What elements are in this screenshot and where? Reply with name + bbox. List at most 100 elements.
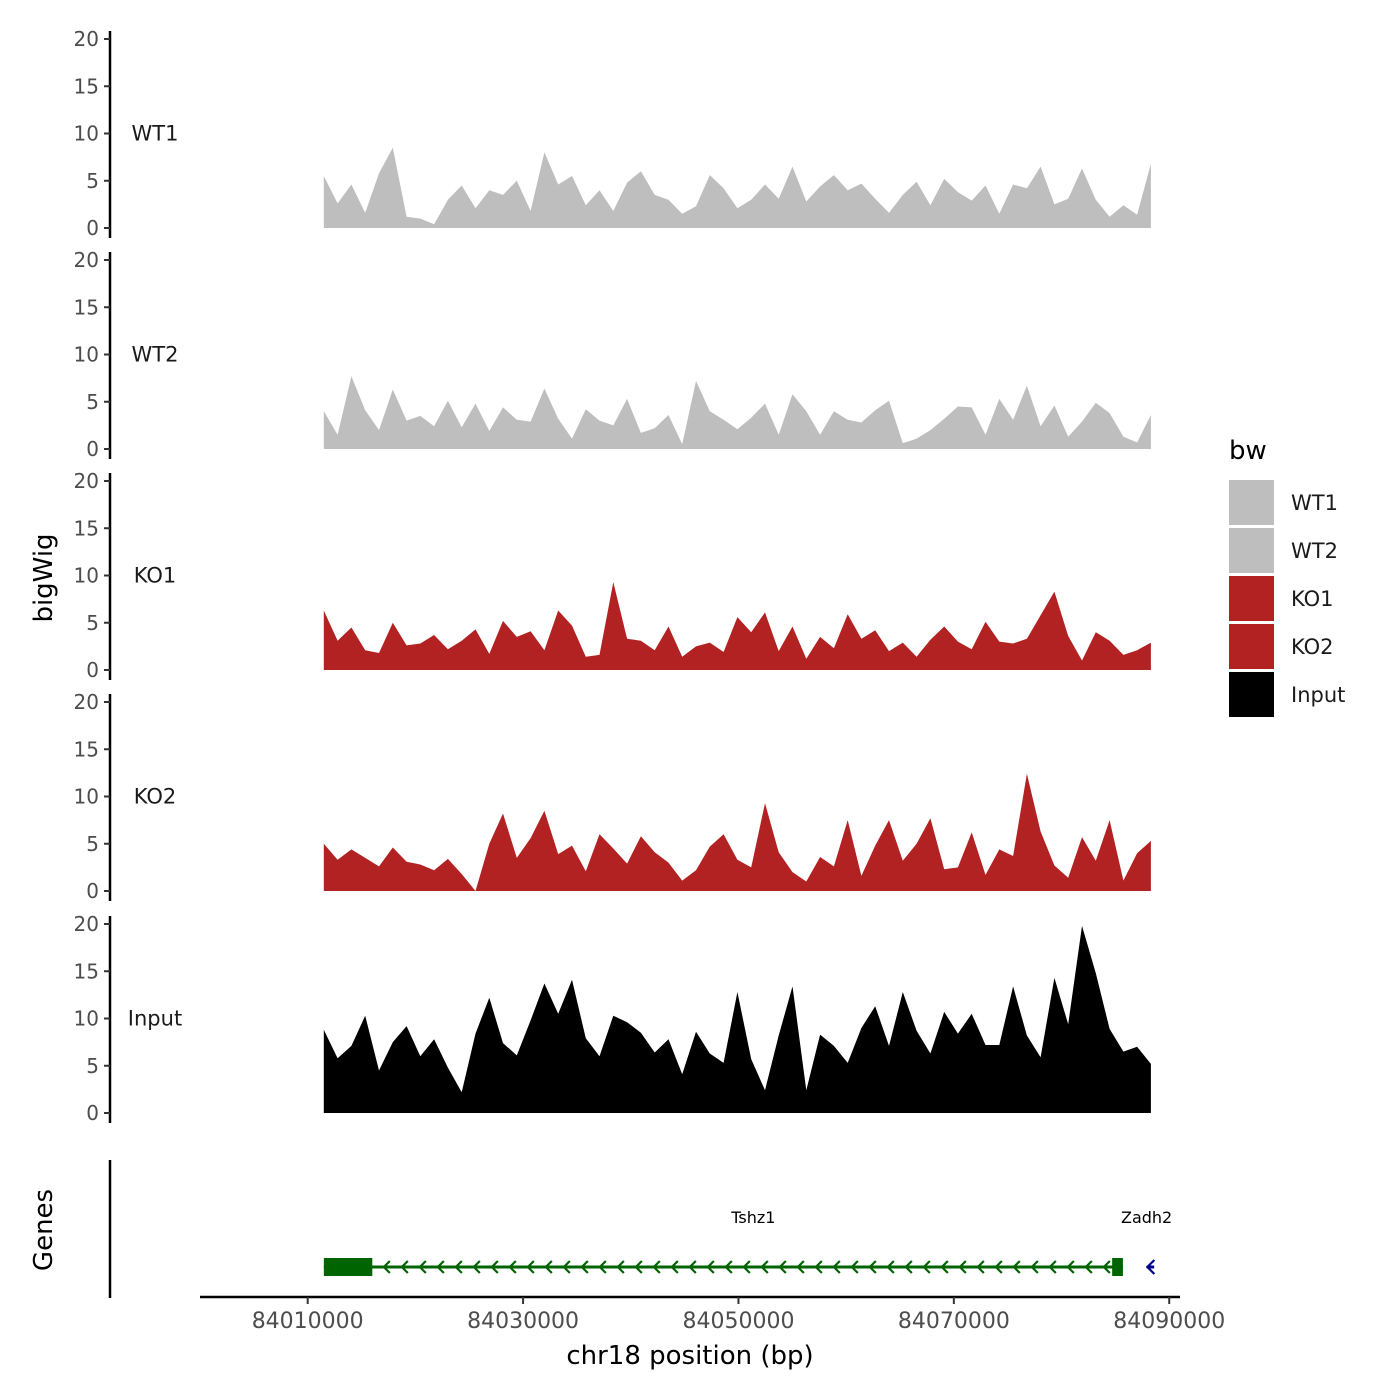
x-tick-label: 84030000: [467, 1309, 579, 1334]
strand-arrow: [724, 1260, 733, 1274]
track-ko1: 0 5 10 15 20 KO1: [74, 469, 1151, 682]
genes-axis-title: Genes: [29, 1189, 59, 1271]
strand-arrow: [832, 1260, 841, 1274]
strand-arrow: [382, 1260, 391, 1274]
strand-arrow: [1048, 1260, 1057, 1274]
legend-item-wt2: WT2: [1229, 528, 1338, 573]
track-wt2: 0 5 10 15 20 WT2: [74, 248, 1151, 461]
strand-arrow: [796, 1260, 805, 1274]
y-tick-label: 10: [74, 785, 99, 809]
exon: [323, 1258, 373, 1276]
legend-swatch: [1229, 528, 1274, 573]
track-label: KO1: [134, 564, 177, 588]
strand-arrow: [922, 1260, 931, 1274]
x-tick-label: 84090000: [1113, 1309, 1225, 1334]
strand-arrow: [508, 1260, 517, 1274]
strand-arrow: [850, 1260, 859, 1274]
x-tick-label: 84050000: [682, 1309, 794, 1334]
strand-arrow: [1084, 1260, 1093, 1274]
y-tick-label: 15: [74, 516, 99, 540]
y-tick-label: 20: [74, 469, 99, 493]
track-wt1: 0 5 10 15 20 WT1: [74, 27, 1151, 240]
strand-arrow: [1012, 1260, 1021, 1274]
strand-arrow: [472, 1260, 481, 1274]
legend-swatch: [1229, 576, 1274, 621]
x-tick-label: 84010000: [252, 1309, 364, 1334]
track-panels: 0 5 10 15 20 WT1 0 5 10 15 20 WT2 0 5 10 15 20 KO1 0 5 10 15 2…: [74, 27, 1151, 1125]
strand-arrow: [580, 1260, 589, 1274]
strand-arrow: [562, 1260, 571, 1274]
y-tick-label: 20: [74, 690, 99, 714]
strand-arrow: [490, 1260, 499, 1274]
strand-arrow: [994, 1260, 1003, 1274]
strand-arrow: [598, 1260, 607, 1274]
y-axis-title: bigWig: [29, 533, 59, 622]
area-wt2: [323, 376, 1151, 449]
strand-arrow: [760, 1260, 769, 1274]
strand-arrow: [454, 1260, 463, 1274]
strand-arrow: [616, 1260, 625, 1274]
track-input: 0 5 10 15 20 Input: [74, 912, 1151, 1125]
genes-track: Tshz1 Zadh2: [108, 1160, 1172, 1298]
y-tick-label: 10: [74, 122, 99, 146]
legend-item-wt1: WT1: [1229, 480, 1338, 525]
strand-arrow: [976, 1260, 985, 1274]
x-axis: 84010000 84030000 84050000 84070000 84090000: [200, 1295, 1225, 1334]
strand-arrow: [1145, 1259, 1156, 1275]
legend-label: WT1: [1291, 491, 1338, 515]
y-tick-label: 0: [86, 658, 99, 682]
y-tick-label: 20: [74, 27, 99, 51]
strand-arrow: [688, 1260, 697, 1274]
strand-arrow: [652, 1260, 661, 1274]
strand-arrow: [436, 1260, 445, 1274]
x-axis-title: chr18 position (bp): [566, 1341, 813, 1371]
y-tick-label: 5: [86, 1054, 99, 1078]
strand-arrow: [1066, 1260, 1075, 1274]
y-tick-label: 15: [74, 295, 99, 319]
track-label: WT2: [132, 343, 179, 367]
legend: bw WT1 WT2 KO1 KO2 Input: [1229, 436, 1345, 717]
exon: [1112, 1258, 1123, 1276]
strand-arrow: [418, 1260, 427, 1274]
y-tick-label: 10: [74, 1007, 99, 1031]
track-label: WT1: [132, 122, 179, 146]
track-label: KO2: [134, 785, 177, 809]
strand-arrow: [634, 1260, 643, 1274]
legend-item-input: Input: [1229, 672, 1345, 717]
legend-label: Input: [1291, 683, 1345, 707]
legend-swatch: [1229, 672, 1274, 717]
y-tick-label: 0: [86, 216, 99, 240]
y-tick-label: 5: [86, 390, 99, 414]
legend-label: KO2: [1291, 635, 1334, 659]
y-tick-label: 20: [74, 248, 99, 272]
track-label: Input: [128, 1007, 182, 1031]
strand-arrow: [742, 1260, 751, 1274]
legend-title: bw: [1229, 436, 1267, 466]
gene-label: Zadh2: [1121, 1208, 1172, 1227]
y-tick-label: 5: [86, 169, 99, 193]
legend-swatch: [1229, 480, 1274, 525]
strand-arrow: [706, 1260, 715, 1274]
strand-arrow: [886, 1260, 895, 1274]
legend-label: WT2: [1291, 539, 1338, 563]
y-tick-label: 5: [86, 611, 99, 635]
legend-item-ko2: KO2: [1229, 624, 1334, 669]
y-tick-label: 15: [74, 959, 99, 983]
legend-item-ko1: KO1: [1229, 576, 1334, 621]
legend-swatch: [1229, 624, 1274, 669]
y-tick-label: 15: [74, 737, 99, 761]
track-ko2: 0 5 10 15 20 KO2: [74, 690, 1151, 903]
area-ko2: [323, 773, 1151, 891]
strand-arrow: [1102, 1260, 1111, 1274]
strand-arrow: [1030, 1260, 1039, 1274]
y-tick-label: 10: [74, 343, 99, 367]
area-input: [323, 925, 1151, 1113]
y-tick-label: 15: [74, 74, 99, 98]
x-tick-label: 84070000: [898, 1309, 1010, 1334]
strand-arrow: [526, 1260, 535, 1274]
y-tick-label: 0: [86, 437, 99, 461]
gene-tshz1: Tshz1: [323, 1208, 1123, 1276]
strand-arrow: [958, 1260, 967, 1274]
y-tick-label: 0: [86, 1101, 99, 1125]
